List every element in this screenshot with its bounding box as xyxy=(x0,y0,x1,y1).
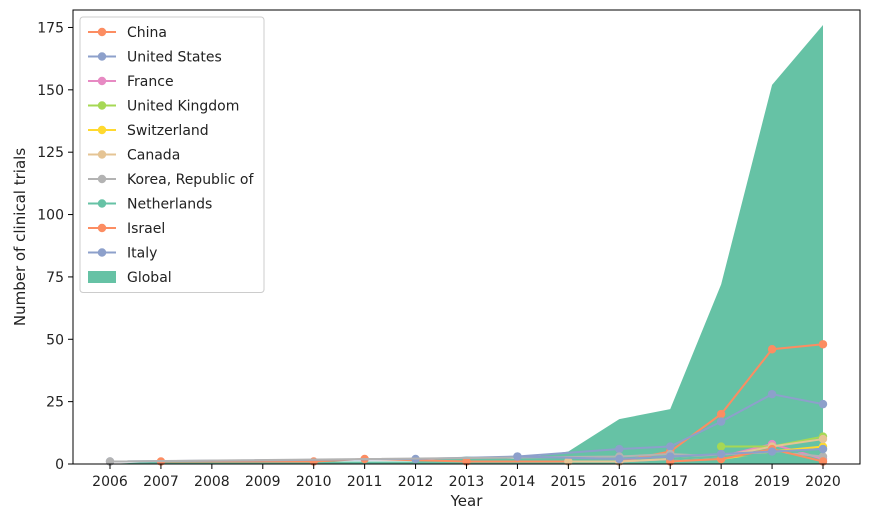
legend: China United States France United Kingdom Sw… xyxy=(79,16,265,293)
data-point xyxy=(818,399,828,409)
legend-item: Israel xyxy=(88,221,165,237)
series-line xyxy=(670,448,824,461)
x-tick-label: 2007 xyxy=(143,474,179,490)
y-tick-label: 150 xyxy=(37,83,64,99)
legend-marker xyxy=(97,199,107,208)
x-tick-label: 2019 xyxy=(754,474,790,490)
y-tick-label: 0 xyxy=(55,457,64,473)
y-tick-label: 100 xyxy=(37,208,64,224)
data-point xyxy=(716,417,726,426)
legend-marker xyxy=(97,27,107,37)
legend-item: Netherlands xyxy=(88,197,212,213)
legend-item: Switzerland xyxy=(88,123,209,139)
data-point xyxy=(818,340,828,349)
legend-label: France xyxy=(127,74,174,90)
legend-marker xyxy=(97,150,107,159)
x-tick-label: 2006 xyxy=(92,474,128,490)
legend-marker xyxy=(97,248,107,257)
data-point xyxy=(615,454,624,464)
data-point xyxy=(767,389,777,399)
data-point xyxy=(767,447,777,456)
y-tick-label: 75 xyxy=(46,270,64,286)
legend-label: Canada xyxy=(127,148,180,164)
legend-label: United Kingdom xyxy=(127,99,239,115)
legend-label: Korea, Republic of xyxy=(127,172,254,188)
data-point xyxy=(716,442,726,451)
global-area xyxy=(110,24,823,464)
legend-item: United Kingdom xyxy=(88,99,239,115)
legend-label: China xyxy=(127,25,167,41)
data-point xyxy=(666,442,675,451)
data-point xyxy=(513,452,522,461)
x-tick-label: 2017 xyxy=(652,474,688,490)
legend-item: United States xyxy=(88,50,222,66)
data-point xyxy=(716,409,726,419)
x-tick-label: 2014 xyxy=(500,474,536,490)
data-point xyxy=(666,452,675,461)
x-axis: 2006 2007 2008 2009 2010 2011 2012 2013 2014 2015… xyxy=(92,464,841,490)
legend-item: Global xyxy=(88,270,172,286)
legend-item: Korea, Republic of xyxy=(88,172,254,188)
series-layer xyxy=(105,340,828,466)
legend-box xyxy=(79,16,265,293)
x-tick-label: 2009 xyxy=(245,474,281,490)
legend-label: Switzerland xyxy=(127,123,209,139)
legend-item: France xyxy=(88,74,174,90)
x-tick-label: 2018 xyxy=(703,474,739,490)
data-point xyxy=(767,345,777,354)
y-tick-label: 125 xyxy=(37,145,64,161)
legend-marker xyxy=(97,125,107,135)
data-point xyxy=(615,444,624,454)
x-tick-label: 2016 xyxy=(601,474,637,490)
x-tick-label: 2012 xyxy=(398,474,434,490)
legend-item: Canada xyxy=(88,148,180,164)
x-axis-label: Year xyxy=(450,492,484,510)
data-point xyxy=(818,434,828,444)
legend-marker xyxy=(97,101,107,110)
y-tick-label: 175 xyxy=(37,20,64,36)
series-line xyxy=(670,448,824,463)
x-tick-label: 2008 xyxy=(194,474,230,490)
legend-label: Israel xyxy=(127,221,165,237)
legend-marker xyxy=(97,174,107,184)
y-axis-label: Number of clinical trials xyxy=(11,148,29,326)
data-point xyxy=(716,449,726,459)
legend-label: Global xyxy=(127,270,172,286)
y-tick-label: 25 xyxy=(46,395,64,411)
data-point xyxy=(818,444,828,454)
series-9 xyxy=(513,444,828,464)
legend-marker xyxy=(97,76,107,86)
x-tick-label: 2020 xyxy=(805,474,841,490)
legend-swatch xyxy=(88,271,116,283)
y-tick-label: 50 xyxy=(46,332,64,348)
legend-label: Netherlands xyxy=(127,197,212,213)
legend-item: Italy xyxy=(88,246,157,262)
series-line xyxy=(517,448,824,461)
legend-label: United States xyxy=(127,50,222,66)
area-layer xyxy=(110,24,823,464)
x-tick-label: 2010 xyxy=(296,474,332,490)
x-tick-label: 2015 xyxy=(551,474,587,490)
legend-label: Italy xyxy=(127,246,157,262)
x-tick-label: 2011 xyxy=(347,474,383,490)
y-axis: 0 25 50 75 100 125 150 175 xyxy=(37,20,73,473)
legend-marker xyxy=(97,223,107,233)
legend-item: China xyxy=(88,25,167,41)
x-tick-label: 2013 xyxy=(449,474,485,490)
legend-marker xyxy=(97,52,107,61)
